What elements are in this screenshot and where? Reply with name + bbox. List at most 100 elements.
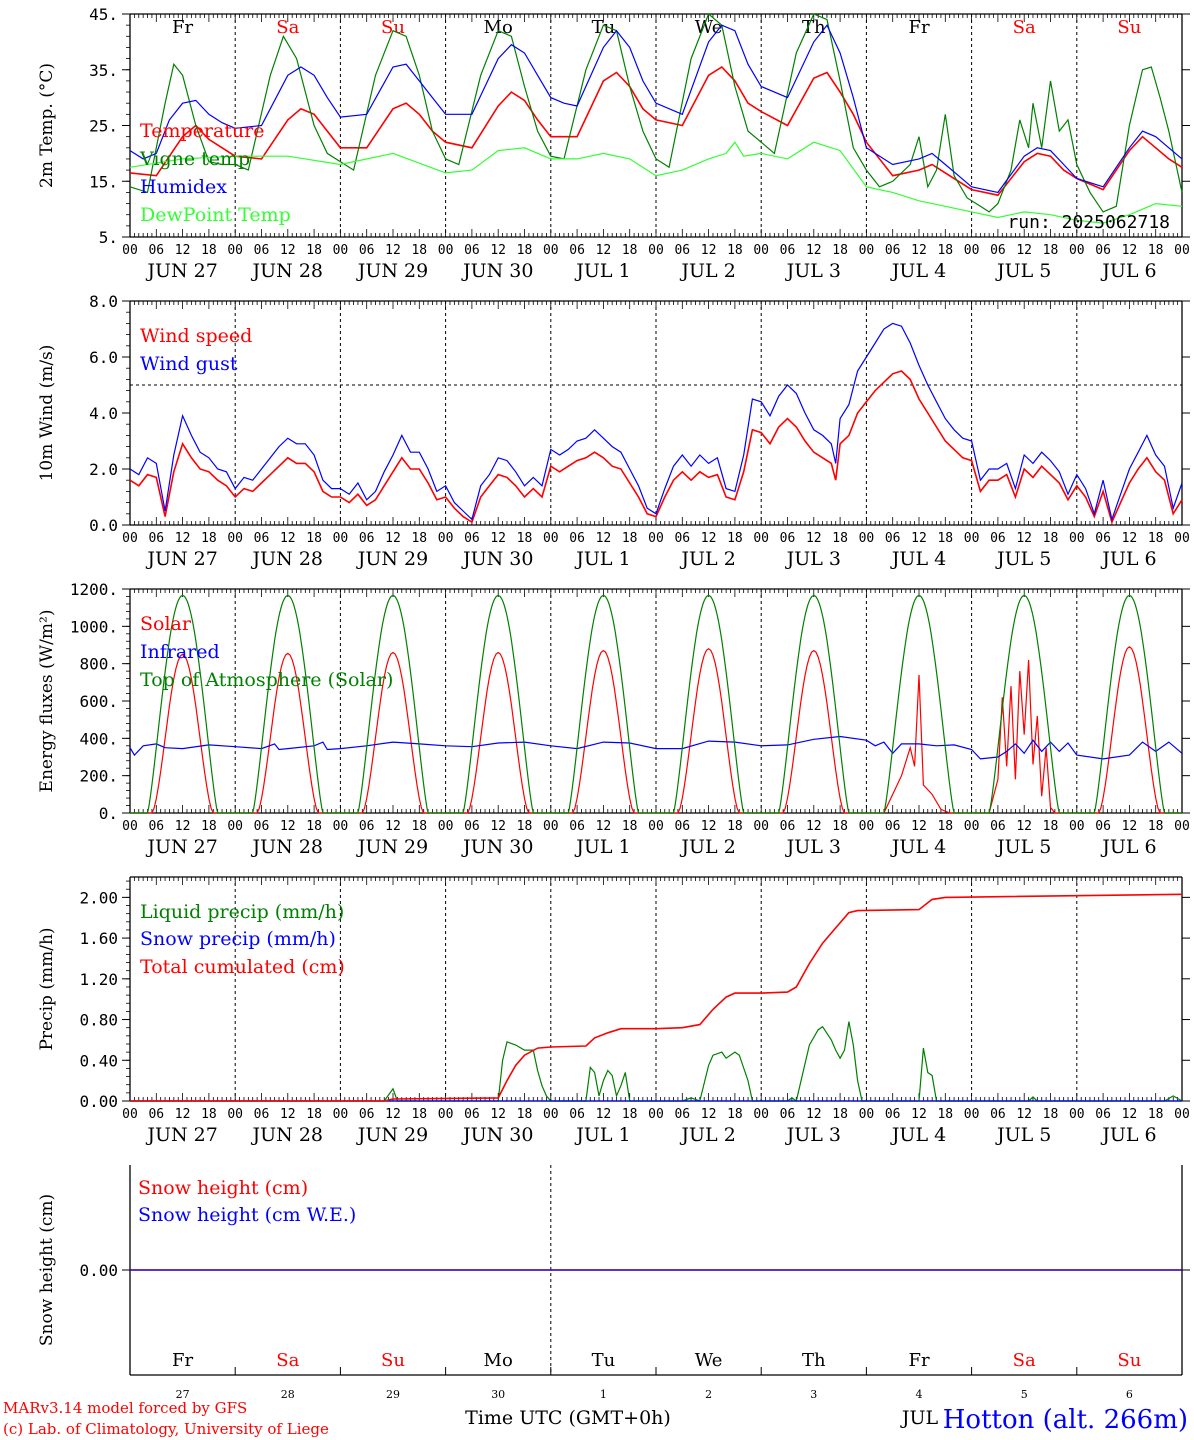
hour-tick-label: 18 bbox=[832, 243, 848, 258]
hour-tick-label: 06 bbox=[148, 243, 164, 258]
hour-tick-label: 06 bbox=[569, 243, 585, 258]
weekday-label: Su bbox=[1117, 17, 1141, 38]
credit-line-2: (c) Lab. of Climatology, University of L… bbox=[3, 1420, 329, 1438]
series-group bbox=[129, 322, 1183, 525]
hour-tick-label: 00 bbox=[122, 243, 138, 258]
hour-tick-label: 00 bbox=[1174, 819, 1190, 834]
hour-tick-label: 18 bbox=[411, 243, 427, 258]
hour-tick-label: 18 bbox=[1148, 531, 1164, 546]
hour-tick-label: 00 bbox=[753, 531, 769, 546]
panel-4: 00 06 12 18 00 06 12 18 00 06 12 18 00 06 12 18 00 06 12 18… bbox=[37, 876, 1190, 1146]
hour-tick-label: 12 bbox=[806, 243, 822, 258]
series-line-dewpoint-temp bbox=[129, 141, 1183, 224]
y-tick-label: 400. bbox=[79, 729, 118, 748]
hour-tick-label: 18 bbox=[517, 243, 533, 258]
hour-tick-label: 06 bbox=[885, 531, 901, 546]
day-label: JUL 1 bbox=[574, 260, 630, 282]
hour-tick-label: 12 bbox=[175, 819, 191, 834]
hour-tick-label: 06 bbox=[359, 1107, 375, 1122]
day-label: JUN 27 bbox=[145, 1124, 217, 1146]
hour-tick-label: 18 bbox=[727, 243, 743, 258]
hour-tick-label: 00 bbox=[859, 243, 875, 258]
hour-tick-label: 00 bbox=[648, 1107, 664, 1122]
hour-tick-label: 12 bbox=[911, 819, 927, 834]
hour-tick-label: 00 bbox=[648, 243, 664, 258]
hour-tick-label: 06 bbox=[254, 819, 270, 834]
hour-tick-label: 18 bbox=[411, 1107, 427, 1122]
hour-tick-label: 00 bbox=[1174, 531, 1190, 546]
run-annotation: run: 2025062718 bbox=[1007, 212, 1170, 233]
legend-entry: Snow height (cm W.E.) bbox=[138, 1204, 356, 1226]
hour-tick-label: 06 bbox=[885, 819, 901, 834]
weekday-label: Sa bbox=[276, 1350, 299, 1371]
hour-tick-label: 00 bbox=[753, 1107, 769, 1122]
hour-tick-label: 18 bbox=[937, 1107, 953, 1122]
day-label: JUN 28 bbox=[251, 260, 323, 282]
day-label: JUL 4 bbox=[890, 1124, 946, 1146]
hour-tick-label: 12 bbox=[1122, 531, 1138, 546]
day-label: JUL 6 bbox=[1100, 836, 1156, 858]
hour-tick-label: 00 bbox=[122, 1107, 138, 1122]
series-line-humidex bbox=[129, 24, 1183, 194]
credit-line-1: MARv3.14 model forced by GFS bbox=[3, 1399, 247, 1417]
hour-tick-label: 18 bbox=[727, 1107, 743, 1122]
hour-tick-label: 18 bbox=[937, 531, 953, 546]
hour-tick-label: 00 bbox=[1069, 243, 1085, 258]
hour-tick-label: 18 bbox=[306, 531, 322, 546]
hour-tick-label: 06 bbox=[1095, 531, 1111, 546]
series-line-total-cumulated-cm bbox=[130, 893, 1183, 1102]
y-axis-label: Snow height (cm) bbox=[37, 1194, 57, 1346]
y-tick-label: 0.40 bbox=[79, 1051, 118, 1070]
hour-tick-label: 18 bbox=[306, 243, 322, 258]
hour-tick-label: 18 bbox=[832, 819, 848, 834]
hour-tick-label: 12 bbox=[490, 531, 506, 546]
hour-tick-label: 06 bbox=[464, 243, 480, 258]
series-line-solar bbox=[130, 646, 1182, 814]
y-tick-label: 1.20 bbox=[79, 970, 118, 989]
hour-tick-label: 06 bbox=[990, 243, 1006, 258]
weekday-label: Th bbox=[802, 1350, 826, 1371]
hour-tick-label: 12 bbox=[490, 819, 506, 834]
legend-entry: Top of Atmosphere (Solar) bbox=[140, 669, 393, 691]
y-tick-label: 4.0 bbox=[89, 404, 118, 423]
hour-tick-label: 00 bbox=[543, 531, 559, 546]
hour-tick-label: 12 bbox=[385, 1107, 401, 1122]
weekday-label: Sa bbox=[1013, 1350, 1036, 1371]
panel-3: 00 06 12 18 00 06 12 18 00 06 12 18 00 06 12 18 00 06 12 18… bbox=[37, 580, 1190, 858]
series-line-infrared bbox=[129, 735, 1183, 760]
day-label: JUL 5 bbox=[995, 1124, 1051, 1146]
hour-tick-label: 06 bbox=[780, 531, 796, 546]
y-tick-label: 0.0 bbox=[89, 516, 118, 535]
hour-tick-label: 12 bbox=[280, 243, 296, 258]
hour-tick-label: 00 bbox=[859, 531, 875, 546]
y-tick-label: 200. bbox=[79, 767, 118, 786]
y-axis-label: Precip (mm/h) bbox=[37, 927, 57, 1050]
series-line-wind-speed bbox=[129, 370, 1183, 525]
weekday-label: Su bbox=[1117, 1350, 1141, 1371]
hour-tick-label: 06 bbox=[1095, 243, 1111, 258]
y-tick-label: 8.0 bbox=[89, 292, 118, 311]
hour-tick-label: 12 bbox=[280, 1107, 296, 1122]
hour-tick-label: 00 bbox=[964, 1107, 980, 1122]
day-number-label: 27 bbox=[176, 1388, 190, 1401]
panel-2: 00 06 12 18 00 06 12 18 00 06 12 18 00 06 12 18 00 06 12 18… bbox=[37, 292, 1190, 570]
weekday-label: Fr bbox=[908, 1350, 929, 1371]
hour-tick-label: 06 bbox=[780, 819, 796, 834]
hour-tick-label: 12 bbox=[701, 243, 717, 258]
hour-tick-label: 12 bbox=[490, 243, 506, 258]
hour-tick-label: 18 bbox=[937, 243, 953, 258]
y-tick-label: 1200. bbox=[70, 580, 118, 599]
day-label: JUL 4 bbox=[890, 260, 946, 282]
weekday-label: Fr bbox=[172, 1350, 193, 1371]
y-tick-label: 0. bbox=[99, 804, 118, 823]
day-label: JUL 2 bbox=[679, 260, 735, 282]
hour-tick-label: 06 bbox=[254, 243, 270, 258]
hour-tick-label: 12 bbox=[806, 531, 822, 546]
hour-tick-label: 12 bbox=[596, 1107, 612, 1122]
hour-tick-label: 18 bbox=[1148, 243, 1164, 258]
hour-tick-label: 18 bbox=[832, 1107, 848, 1122]
day-label: JUL 3 bbox=[785, 260, 841, 282]
series-line-wind-gust bbox=[129, 322, 1183, 522]
hour-tick-label: 06 bbox=[674, 531, 690, 546]
